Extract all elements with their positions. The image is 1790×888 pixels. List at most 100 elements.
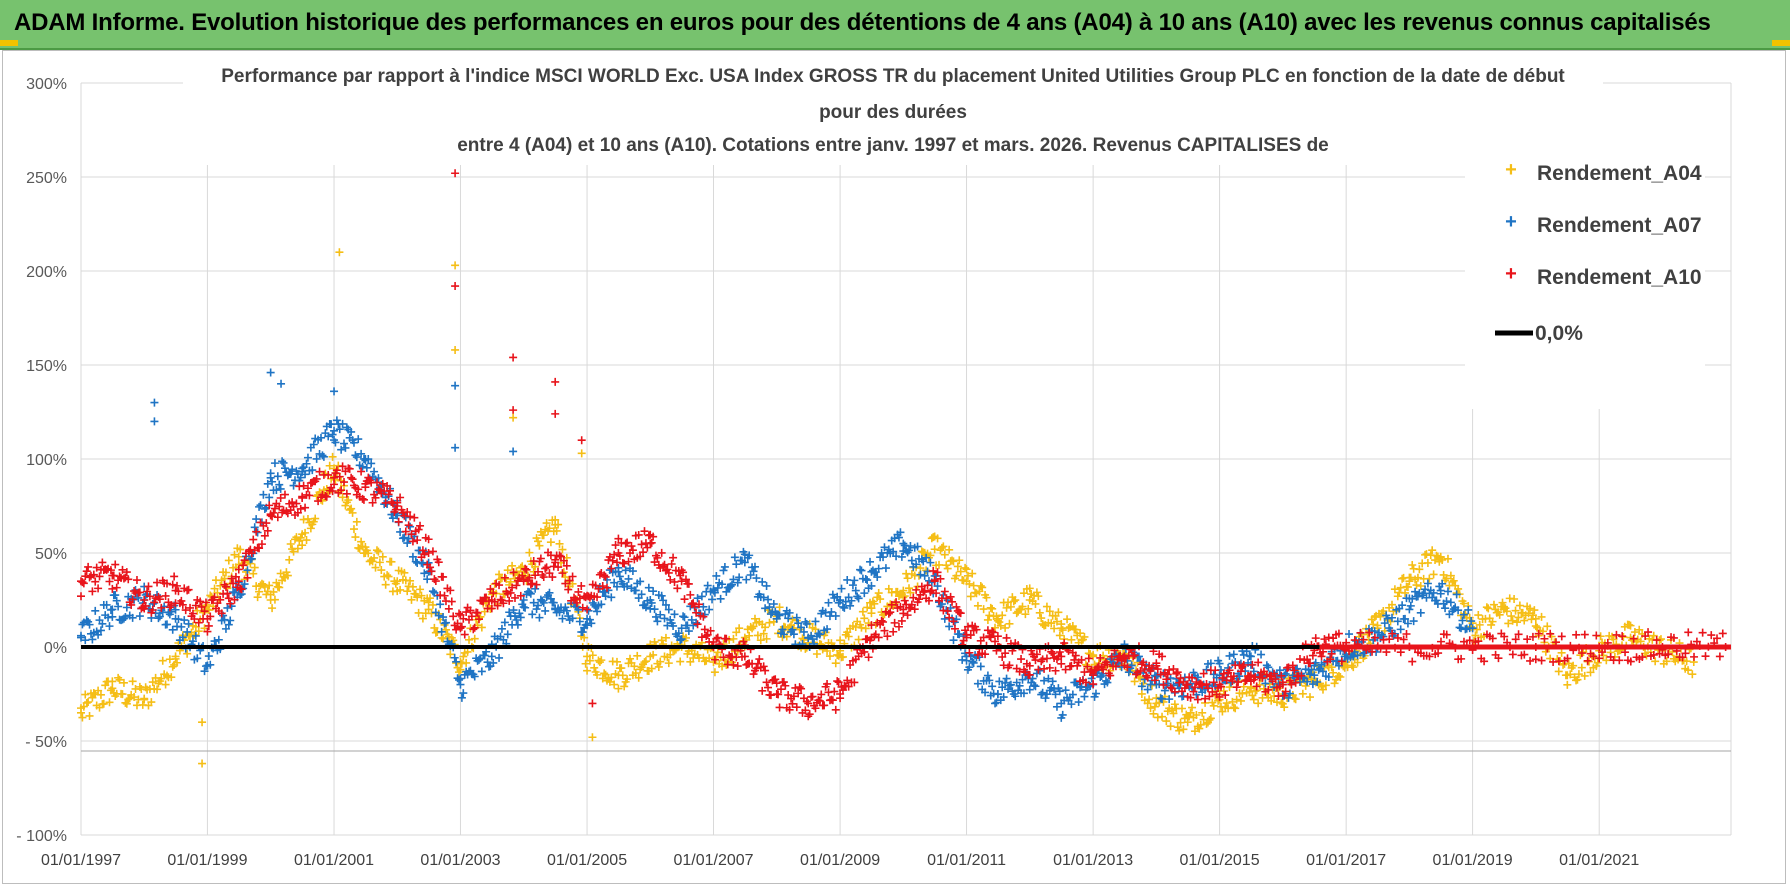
- data-point-a07: [1298, 673, 1307, 682]
- data-point-a04: [610, 680, 619, 689]
- data-point-a10: [572, 598, 581, 607]
- data-point-a04: [1449, 576, 1458, 585]
- outlier-point-a10: [588, 699, 597, 708]
- data-point-a07: [1143, 685, 1152, 694]
- data-point-a07: [439, 613, 448, 622]
- data-point-a07: [1443, 587, 1452, 596]
- data-point-a07: [827, 607, 836, 616]
- data-point-a10: [227, 574, 236, 583]
- data-point-a04: [1428, 546, 1437, 555]
- data-point-a07: [489, 658, 498, 667]
- data-point-a04: [311, 514, 320, 523]
- data-point-a10: [924, 596, 933, 605]
- data-point-a07: [424, 558, 433, 567]
- data-point-a04: [593, 670, 602, 679]
- data-point-a10: [1270, 669, 1279, 678]
- data-point-a10: [983, 626, 992, 635]
- data-point-a07: [969, 658, 978, 667]
- data-point-a10: [555, 551, 564, 560]
- data-point-a10: [1436, 637, 1445, 646]
- data-point-a04: [661, 633, 670, 642]
- data-point-a04: [631, 669, 640, 678]
- x-tick-label: 01/01/2009: [800, 852, 880, 869]
- data-point-a07: [88, 635, 97, 644]
- data-point-a10: [1123, 663, 1132, 672]
- data-point-a10: [1225, 666, 1234, 675]
- data-point-a10: [883, 632, 892, 641]
- data-point-a04: [812, 650, 821, 659]
- data-point-a10: [1277, 671, 1286, 680]
- data-point-a07: [879, 553, 888, 562]
- data-point-a07: [1058, 710, 1067, 719]
- data-point-a10: [578, 603, 587, 612]
- data-point-a10: [677, 577, 686, 586]
- performance-scatter-chart: 300% 250% 200% 150% 100% 50% 0% - 50% - 100% 01/0…: [16, 57, 1732, 869]
- data-point-a07: [309, 440, 318, 449]
- data-point-a04: [428, 600, 437, 609]
- data-point-a07: [733, 578, 742, 587]
- data-point-a04: [418, 614, 427, 623]
- data-point-a07: [677, 624, 686, 633]
- data-point-a04: [1416, 581, 1425, 590]
- data-point-a10: [467, 612, 476, 621]
- data-point-a10: [85, 573, 94, 582]
- y-tick-label: 150%: [26, 358, 67, 375]
- data-point-a10: [805, 710, 814, 719]
- data-point-a07: [210, 637, 219, 646]
- data-point-a07: [867, 567, 876, 576]
- data-point-a04: [439, 634, 448, 643]
- data-point-a07: [200, 667, 209, 676]
- data-point-a04: [1423, 558, 1432, 567]
- data-point-a10: [1595, 654, 1604, 663]
- data-point-a10: [926, 587, 935, 596]
- data-point-a04: [298, 530, 307, 539]
- data-point-a07: [535, 613, 544, 622]
- data-point-a07: [278, 457, 287, 466]
- data-point-a07: [735, 573, 744, 582]
- data-point-a04: [260, 582, 269, 591]
- data-point-a04: [681, 633, 690, 642]
- data-point-a07: [549, 598, 558, 607]
- data-point-a07: [255, 502, 264, 511]
- data-point-a10: [270, 504, 279, 513]
- data-point-a07: [840, 603, 849, 612]
- outlier-point-a04: [451, 261, 460, 270]
- data-point-a10: [170, 572, 179, 581]
- data-point-a07: [96, 626, 105, 635]
- data-point-a10: [657, 548, 666, 557]
- data-point-a10: [1025, 670, 1034, 679]
- data-point-a10: [1715, 652, 1724, 661]
- data-point-a10: [1099, 665, 1108, 674]
- data-point-a10: [92, 563, 101, 572]
- data-point-a07: [1438, 579, 1447, 588]
- data-point-a04: [194, 627, 203, 636]
- data-point-a07: [730, 553, 739, 562]
- data-point-a10: [1626, 657, 1635, 666]
- data-point-a07: [256, 501, 265, 510]
- data-point-a10: [1038, 655, 1047, 664]
- data-point-a04: [735, 624, 744, 633]
- data-point-a04: [249, 569, 258, 578]
- data-point-a10: [77, 592, 85, 601]
- data-point-a10: [1165, 665, 1174, 674]
- data-point-a07: [913, 542, 922, 551]
- data-point-a07: [1396, 625, 1405, 634]
- data-point-a10: [1070, 655, 1079, 664]
- data-point-a10: [890, 618, 899, 627]
- data-point-a04: [167, 673, 176, 682]
- data-point-a10: [554, 563, 563, 572]
- data-point-a10: [234, 577, 243, 586]
- data-point-a10: [234, 565, 243, 574]
- data-point-a04: [1510, 594, 1519, 603]
- data-point-a10: [815, 696, 824, 705]
- data-point-a04: [654, 662, 663, 671]
- data-point-a07: [441, 618, 450, 627]
- data-point-a04: [1232, 695, 1241, 704]
- data-point-a10: [145, 592, 154, 601]
- data-point-a10: [1193, 695, 1202, 704]
- data-point-a10: [420, 550, 429, 559]
- data-point-a10: [1143, 673, 1152, 682]
- data-point-a04: [82, 698, 91, 707]
- data-point-a07: [722, 587, 731, 596]
- data-point-a07: [854, 594, 863, 603]
